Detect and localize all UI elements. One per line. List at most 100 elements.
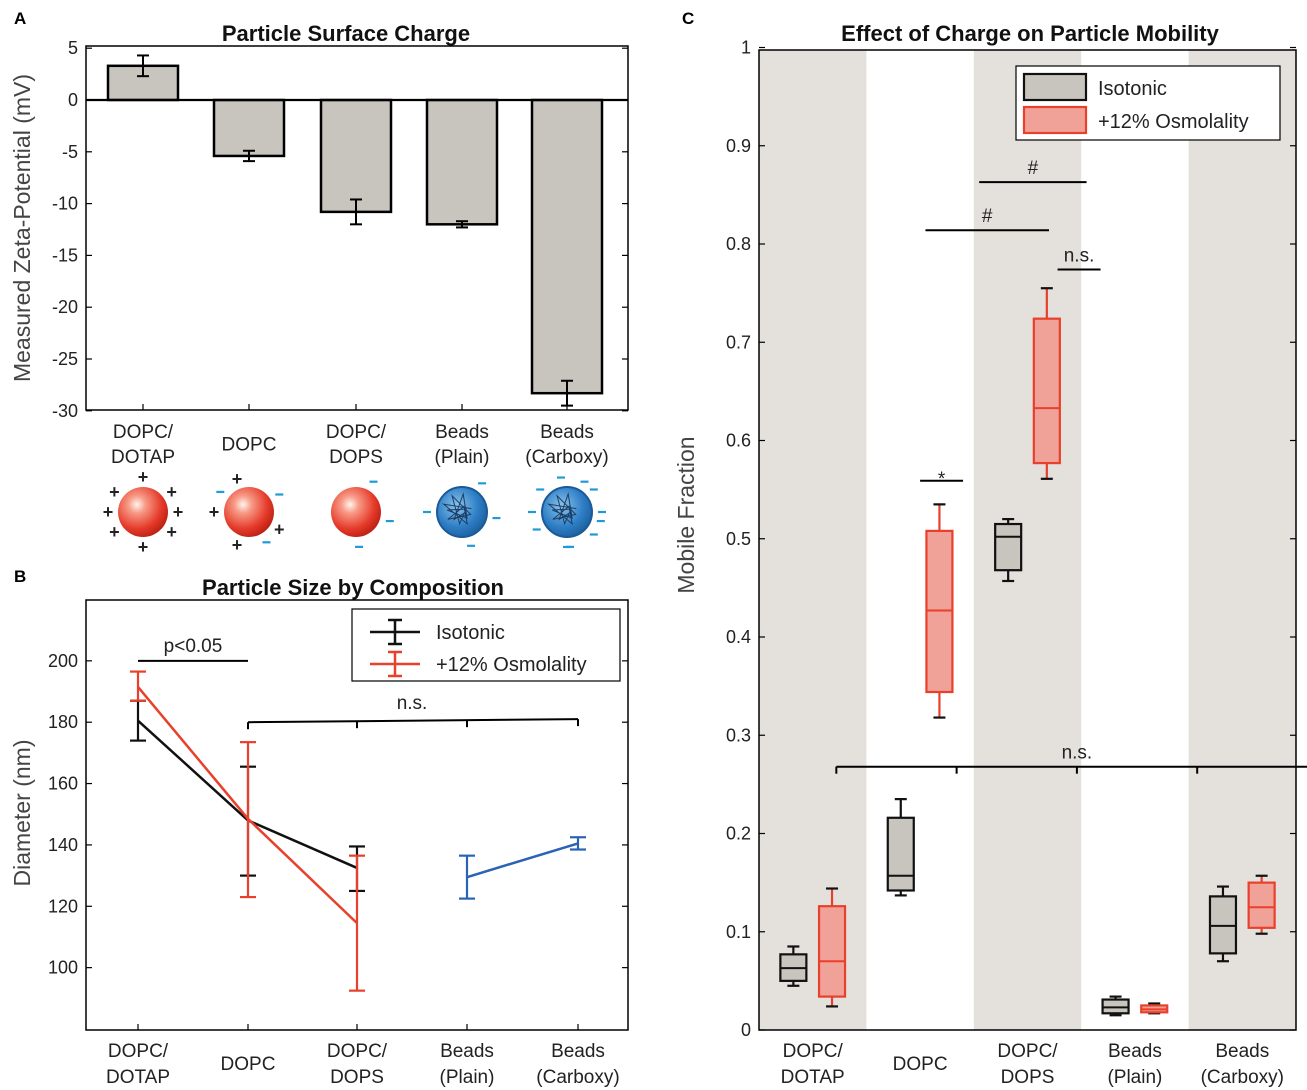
lipid-particle	[118, 487, 168, 537]
y-tick-label: -5	[62, 142, 78, 162]
category-label: DOPC/	[997, 1041, 1058, 1062]
category-label: DOPC/	[108, 1041, 169, 1062]
panel-label: B	[14, 567, 26, 586]
significance-label: p<0.05	[164, 636, 223, 657]
significance-label: n.s.	[1062, 743, 1093, 764]
category-label: Beads	[440, 1041, 494, 1062]
y-tick-label: 0.1	[726, 922, 751, 942]
y-tick-label: 0.7	[726, 332, 751, 352]
legend-label: Isotonic	[436, 622, 505, 644]
plus-sign: +	[166, 522, 177, 542]
category-label: DOTAP	[111, 447, 175, 468]
y-tick-label: 1	[741, 38, 751, 58]
y-tick-label: 120	[48, 896, 78, 916]
category-label: DOPC	[222, 435, 277, 456]
category-label: DOPC/	[783, 1041, 844, 1062]
category-label: (Carboxy)	[536, 1067, 619, 1088]
plus-sign: +	[232, 469, 243, 489]
category-label: DOPS	[329, 447, 383, 468]
box	[1032, 317, 1061, 465]
plus-sign: +	[138, 467, 149, 487]
bead-particle	[436, 486, 488, 538]
legend-swatch	[1022, 72, 1088, 102]
significance-label: #	[1028, 158, 1039, 179]
plus-sign: +	[173, 502, 184, 522]
y-tick-label: -30	[52, 401, 78, 421]
panel-c: C Effect of Charge on Particle Mobility 0 0…	[673, 9, 1307, 1088]
y-tick-label: -10	[52, 194, 78, 214]
panel-label: A	[14, 9, 26, 28]
chart-title: Effect of Charge on Particle Mobility	[841, 21, 1219, 46]
series-line	[466, 842, 579, 879]
category-band	[1188, 50, 1296, 1030]
y-tick-label: 160	[48, 774, 78, 794]
plus-sign: +	[109, 482, 120, 502]
category-label: DOPS	[1001, 1067, 1055, 1088]
legend-label: +12% Osmolality	[1098, 111, 1249, 133]
category-label: DOPC/	[113, 422, 174, 443]
y-tick-label: 0.5	[726, 529, 751, 549]
y-tick-label: -20	[52, 297, 78, 317]
lipid-particle	[331, 487, 381, 537]
y-tick-label: 0	[741, 1020, 751, 1040]
plus-sign: +	[166, 482, 177, 502]
y-tick-label: 0.3	[726, 725, 751, 745]
category-label: DOPS	[330, 1067, 384, 1088]
plus-sign: +	[109, 522, 120, 542]
lipid-particle	[224, 487, 274, 537]
significance-label: n.s.	[397, 693, 428, 714]
category-label: Beads	[1108, 1041, 1162, 1062]
y-tick-label: 0.9	[726, 136, 751, 156]
category-band	[759, 50, 867, 1030]
plot-frame	[85, 45, 629, 411]
y-tick-label: 140	[48, 835, 78, 855]
category-label: Beads	[540, 422, 594, 443]
chart-title: Particle Surface Charge	[222, 21, 470, 46]
panel-a: A Particle Surface Charge 5 0 -5 -15 -10 -20 -25…	[9, 9, 629, 557]
significance-label: #	[982, 206, 993, 227]
plot-frame	[758, 49, 1297, 1031]
category-label: DOPC	[221, 1054, 276, 1075]
y-tick-label: 0.2	[726, 824, 751, 844]
category-label: (Plain)	[435, 447, 490, 468]
category-label: (Plain)	[1107, 1067, 1162, 1088]
plus-sign: +	[274, 520, 285, 540]
y-axis-label: Diameter (nm)	[9, 740, 35, 887]
significance-bar	[247, 718, 579, 724]
category-label: Beads	[1215, 1041, 1269, 1062]
y-tick-label: -25	[52, 349, 78, 369]
y-tick-label: 0.8	[726, 234, 751, 254]
bar	[530, 98, 604, 395]
bar	[319, 98, 393, 214]
significance-label: *	[938, 469, 946, 490]
category-label: Beads	[551, 1041, 605, 1062]
category-band	[973, 50, 1082, 1030]
category-label: DOPC/	[327, 1041, 388, 1062]
category-label: (Carboxy)	[525, 447, 608, 468]
y-axis-label: Mobile Fraction	[673, 436, 699, 593]
category-label: (Carboxy)	[1201, 1067, 1284, 1088]
plus-sign: +	[232, 535, 243, 555]
bead-texture	[546, 492, 577, 526]
legend-label: +12% Osmolality	[436, 654, 587, 676]
plus-sign: +	[138, 537, 149, 557]
y-tick-label: 200	[48, 651, 78, 671]
category-label: DOTAP	[781, 1067, 845, 1088]
category-label: DOPC/	[326, 422, 387, 443]
bead-particle	[541, 486, 593, 538]
chart-title: Particle Size by Composition	[202, 575, 504, 600]
category-label: (Plain)	[440, 1067, 495, 1088]
y-tick-label: 180	[48, 712, 78, 732]
legend-label: Isotonic	[1098, 78, 1167, 100]
bar	[425, 98, 499, 226]
box	[817, 905, 847, 998]
y-tick-label: 0	[68, 90, 78, 110]
bead-texture	[441, 492, 472, 526]
box	[886, 816, 915, 892]
y-tick-label: 100	[48, 958, 78, 978]
box	[1247, 881, 1276, 929]
bar	[212, 98, 286, 158]
category-label: Beads	[435, 422, 489, 443]
plus-sign: +	[103, 502, 114, 522]
